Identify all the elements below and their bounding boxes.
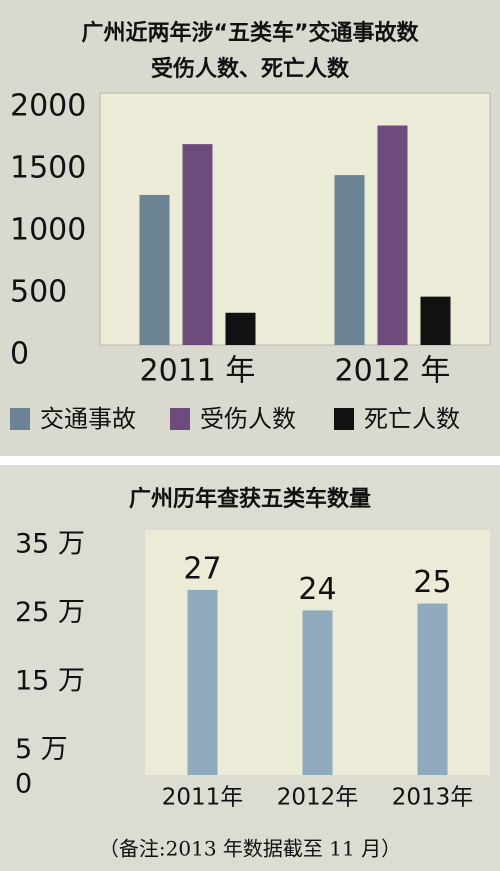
x-tick-label: 2011 年 — [140, 354, 256, 389]
legend-swatch — [334, 408, 354, 430]
chart-title: 广州历年查获五类车数量 — [129, 486, 371, 512]
legend-label: 死亡人数 — [364, 405, 460, 433]
x-tick-label: 2012年 — [277, 785, 359, 811]
x-tick-label: 2012 年 — [335, 354, 451, 389]
y-tick-label: 1000 — [10, 213, 86, 248]
y-tick-label: 5 万 — [15, 734, 68, 765]
chart-subtitle: 受伤人数、死亡人数 — [151, 56, 350, 82]
bar — [377, 125, 408, 346]
legend-label: 受伤人数 — [200, 405, 296, 433]
bar — [417, 603, 448, 775]
x-tick-label: 2013年 — [392, 785, 474, 811]
y-tick-label: 0 — [10, 337, 29, 372]
data-label: 24 — [298, 572, 336, 607]
data-label: 25 — [413, 565, 451, 600]
data-label: 27 — [183, 551, 221, 586]
legend-swatch — [10, 408, 30, 430]
chart-title: 广州近两年涉“五类车”交通事故数 — [82, 20, 420, 46]
bar — [302, 610, 333, 775]
y-tick-label: 500 — [10, 275, 67, 310]
x-tick-label: 2011年 — [162, 785, 244, 811]
y-tick-label: 2000 — [10, 89, 86, 124]
bar — [187, 589, 218, 775]
bar — [420, 296, 451, 345]
bar — [225, 312, 256, 345]
y-tick-label: 1500 — [10, 151, 86, 186]
bar — [139, 194, 170, 345]
y-tick-label: 15 万 — [15, 666, 85, 697]
bar — [334, 175, 365, 345]
legend-label: 交通事故 — [40, 405, 136, 433]
note: （备注:2013 年数据截至 11 月） — [99, 837, 401, 861]
y-tick-label: 35 万 — [15, 529, 85, 560]
bar — [182, 144, 213, 345]
legend-swatch — [170, 408, 190, 430]
y-tick-label: 25 万 — [15, 597, 85, 628]
y-tick-label: 0 — [15, 769, 32, 800]
